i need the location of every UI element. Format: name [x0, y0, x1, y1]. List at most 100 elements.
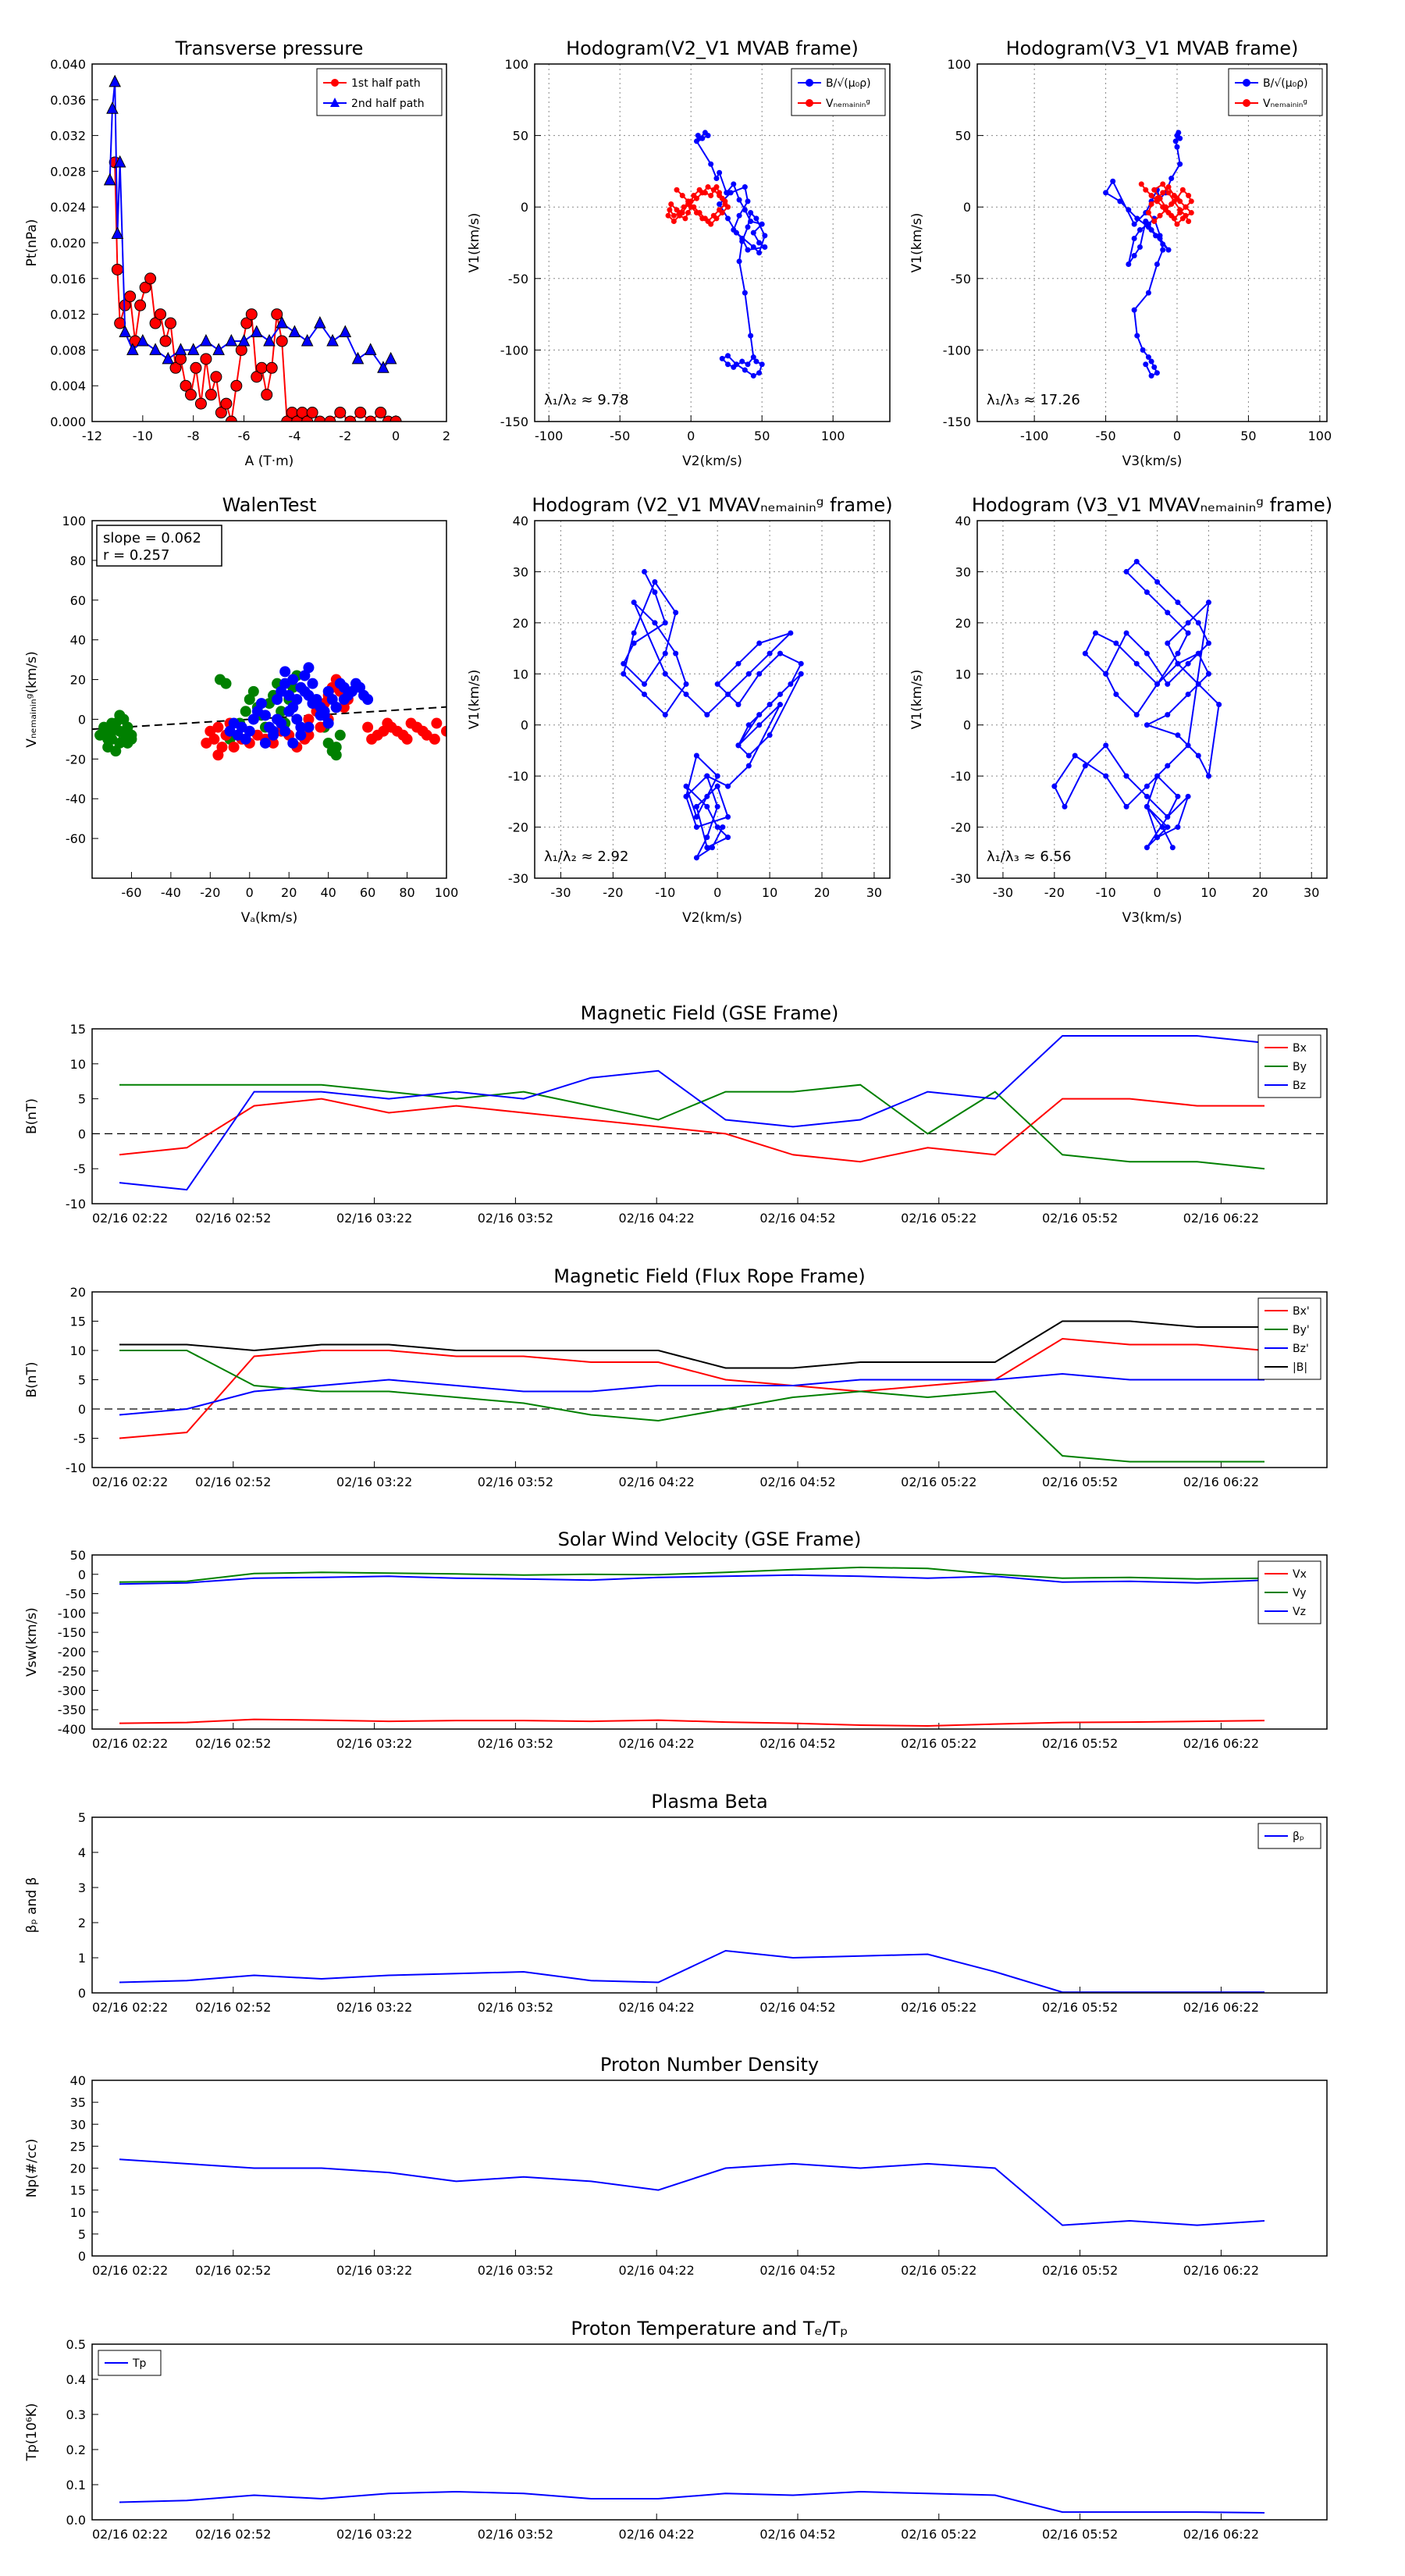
data-point	[263, 333, 276, 347]
data-point	[1103, 671, 1109, 677]
legend: B/√(μ₀ρ) Vₙₑₘₐᵢₙᵢₙᵍ	[791, 68, 886, 116]
y-tick-label: 0.012	[50, 308, 86, 322]
legend-box	[1257, 1823, 1321, 1849]
legend: 1st half path 2nd half path	[316, 68, 443, 116]
data-point	[1143, 361, 1149, 368]
y-tick-label: 20	[70, 1285, 86, 1300]
legend-box	[1257, 1297, 1321, 1380]
x-axis-label: V3(km/s)	[1122, 910, 1183, 926]
data-point	[1145, 290, 1151, 296]
legend-label: B/√(μ₀ρ)	[826, 77, 871, 90]
data-point	[1195, 753, 1201, 759]
data-point	[798, 671, 804, 677]
y-tick-label: 30	[513, 564, 528, 579]
x-axis-label: A (T·m)	[245, 454, 294, 469]
annotation-text: λ₁/λ₃ ≈ 6.56	[987, 849, 1071, 865]
data-point	[351, 351, 365, 365]
x-tick-label: -20	[1044, 885, 1065, 900]
data-point	[441, 725, 446, 737]
data-point	[673, 650, 679, 656]
data-point	[1183, 212, 1189, 219]
data-point	[1159, 824, 1165, 831]
legend-marker	[330, 98, 340, 107]
data-point	[106, 717, 118, 729]
x-tick-label: 02/16 06:22	[1183, 1475, 1259, 1489]
data-point	[261, 389, 273, 401]
legend-label: By'	[1293, 1324, 1310, 1336]
y-axis-label: B(nT)	[24, 1098, 40, 1134]
chart-vsw: -400 -350 -300 -250 -200 -150 -100 -50 0 50 02/16 …	[24, 1528, 1328, 1751]
data-point	[1165, 247, 1172, 253]
y-tick-label: 0.036	[50, 93, 86, 108]
data-point	[662, 671, 668, 677]
data-point	[291, 694, 303, 705]
data-point	[405, 717, 417, 729]
data-point	[225, 415, 237, 422]
data-point	[736, 212, 742, 219]
data-point	[1123, 568, 1129, 575]
x-tick-label: 02/16 03:52	[478, 1475, 553, 1489]
chart-mag_fr: -10 -5 0 5 10 15 20 02/16 02:22 02/16 02:52 02/16…	[24, 1265, 1328, 1489]
x-tick-label: 02/16 03:22	[336, 2000, 412, 2015]
data-point	[1131, 236, 1137, 242]
x-tick-label: 02/16 04:52	[759, 2000, 835, 2015]
data-point	[126, 343, 139, 355]
y-tick-label: 0.016	[50, 272, 86, 286]
series-line-0	[119, 2490, 1265, 2514]
y-tick-label: 30	[70, 2117, 86, 2132]
data-point	[303, 721, 315, 733]
y-tick-label: 40	[513, 514, 528, 528]
axes-frame	[91, 2343, 1328, 2521]
y-tick-label: 100	[504, 57, 528, 72]
data-point	[303, 713, 315, 725]
data-point	[324, 415, 336, 422]
data-point	[1176, 130, 1182, 136]
y-tick-label: 0.020	[50, 236, 86, 251]
x-tick-label: -60	[121, 885, 141, 900]
data-point	[748, 219, 754, 225]
data-point	[725, 834, 731, 841]
y-tick-label: 0	[78, 712, 86, 727]
data-point	[1175, 793, 1181, 799]
data-point	[1144, 783, 1150, 789]
legend: Bx' By' Bz' |B|	[1257, 1297, 1321, 1380]
x-tick-label: 02/16 02:52	[195, 2000, 271, 2015]
y-tick-label: -50	[508, 272, 528, 286]
data-point	[98, 725, 110, 737]
data-point	[1160, 247, 1166, 253]
x-tick-label: 02/16 05:52	[1042, 2527, 1118, 2542]
data-point	[1082, 650, 1088, 656]
chart-np: 0 5 10 15 20 25 30 35 40 02/16 02:22 02/16 02:52 02…	[24, 2054, 1328, 2278]
data-point	[279, 725, 291, 737]
x-tick-label: 02/16 02:52	[195, 1736, 271, 1751]
plot-area	[94, 662, 446, 761]
y-tick-label: 0.000	[50, 415, 86, 429]
y-tick-label: 0.5	[66, 2337, 86, 2352]
data-point	[230, 379, 243, 392]
data-point	[733, 229, 739, 236]
x-tick-label: 100	[435, 885, 459, 900]
data-point	[1136, 227, 1143, 233]
axes-frame	[91, 1816, 1328, 1994]
data-point	[200, 333, 212, 347]
data-point	[727, 190, 734, 196]
data-point	[169, 361, 182, 374]
y-tick-label: 15	[70, 2183, 86, 2198]
x-tick-label: 02/16 02:52	[195, 1211, 271, 1226]
y-tick-label: 5	[78, 1810, 86, 1825]
x-tick-label: -4	[288, 429, 301, 443]
data-point	[679, 210, 685, 216]
data-point	[1123, 630, 1129, 636]
axes-frame	[91, 1028, 1328, 1204]
x-tick-label: 50	[1240, 429, 1256, 443]
y-tick-label: 5	[78, 1373, 86, 1388]
legend-marker	[1243, 79, 1250, 87]
y-tick-label: 80	[70, 553, 86, 568]
series-line-0	[119, 1337, 1265, 1439]
y-tick-label: 4	[78, 1845, 86, 1860]
legend-label: By	[1293, 1061, 1307, 1073]
y-tick-label: -100	[500, 343, 528, 358]
chart-title: Magnetic Field (GSE Frame)	[581, 1002, 839, 1024]
y-tick-label: 20	[70, 2161, 86, 2176]
data-point	[1205, 600, 1211, 606]
